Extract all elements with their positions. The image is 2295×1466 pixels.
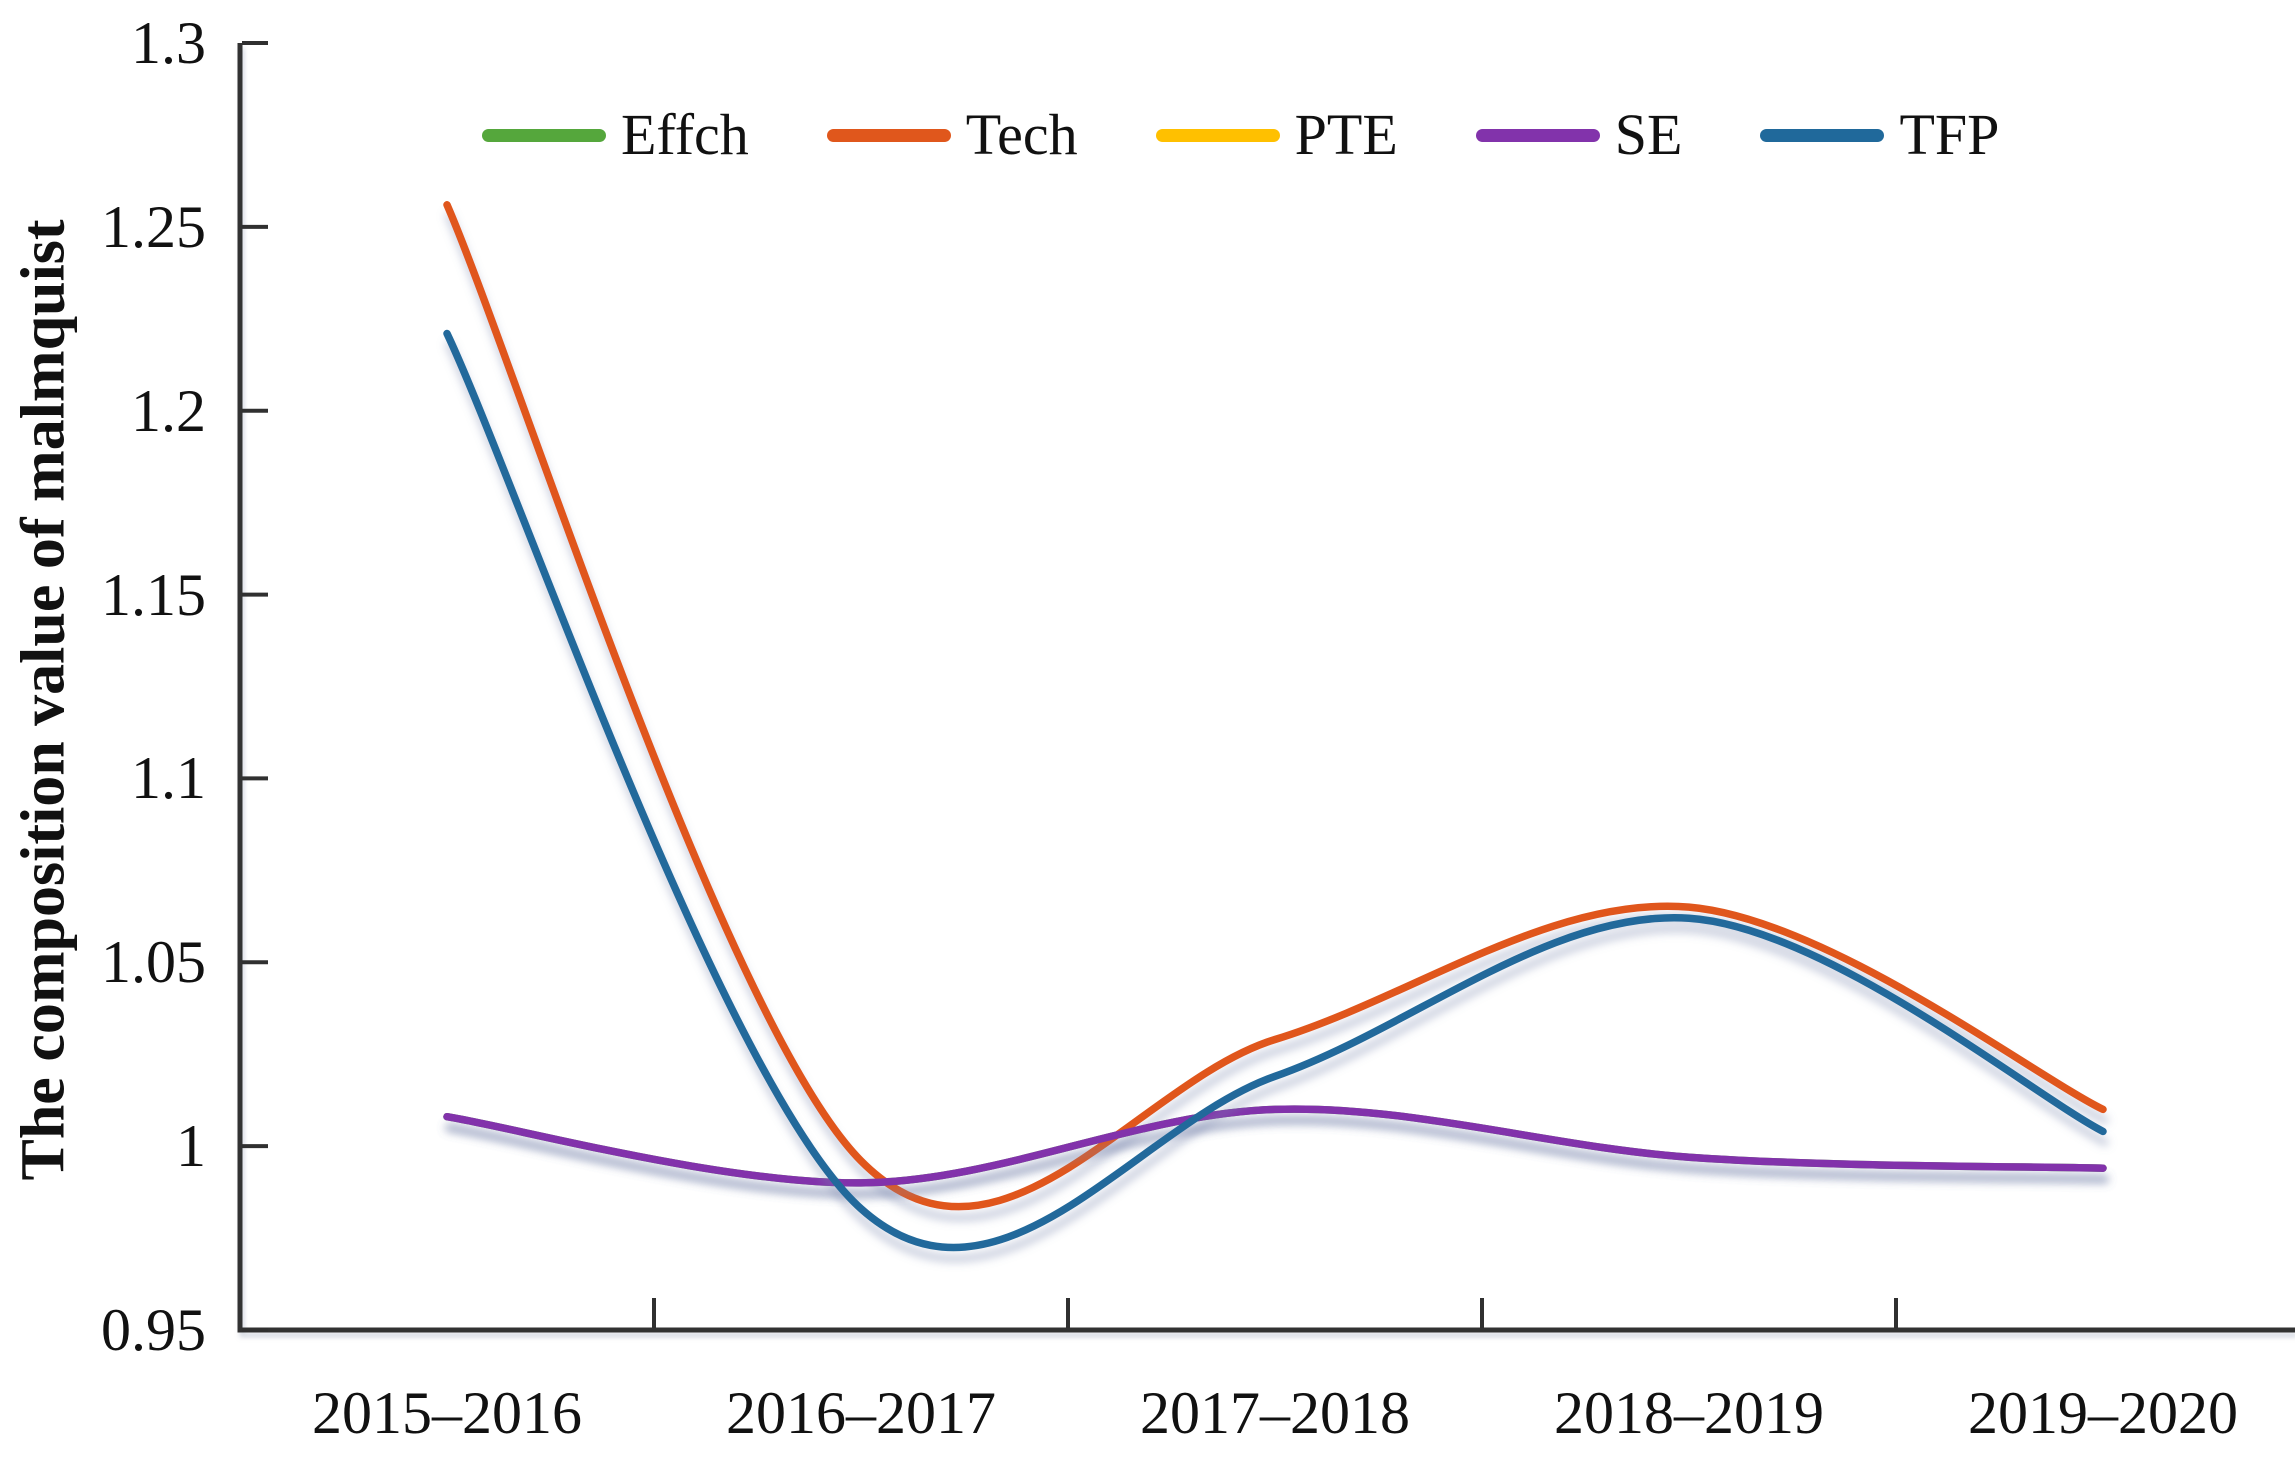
y-tick-label: 0.95 [101,1297,206,1363]
y-tick-label: 1.05 [101,929,206,996]
series-line-tech [443,201,2107,1211]
y-axis-title: The composition value of malmquist [9,219,78,1181]
legend-label: Tech [965,102,1078,167]
legend-label: SE [1614,102,1683,167]
y-tick-label: 1.15 [101,561,206,628]
y-tick-label: 1 [176,1113,206,1180]
y-tick-label: 1.2 [131,377,206,444]
x-category-label: 2019–2020 [1968,1380,2238,1446]
series-line-tfp [443,329,2107,1252]
legend-label: TFP [1899,102,2000,167]
series-line-se [443,1105,2107,1187]
legend-item-tech: Tech [826,102,1078,168]
legend-swatch-tech [826,128,951,142]
legend: Effch Tech PTE SE TFP [482,102,1999,168]
legend-swatch-pte [1155,128,1280,142]
x-category-label: 2017–2018 [1140,1380,1410,1446]
x-category-label: 2015–2016 [312,1380,582,1446]
legend-item-effch: Effch [482,102,749,168]
legend-label: Effch [621,102,749,167]
legend-item-pte: PTE [1155,102,1398,168]
y-tick-label: 1.3 [131,10,206,76]
legend-swatch-effch [482,128,606,142]
legend-item-tfp: TFP [1760,102,1999,168]
legend-swatch-se [1475,128,1600,142]
legend-item-se: SE [1475,102,1683,168]
y-tick-label: 1.25 [101,193,206,260]
legend-swatch-tfp [1760,128,1885,142]
axis-lines [237,43,2295,1333]
x-category-label: 2016–2017 [726,1380,996,1446]
legend-label: PTE [1294,102,1398,167]
y-tick-label: 1.1 [131,745,206,812]
x-category-label: 2018–2019 [1554,1380,1824,1446]
